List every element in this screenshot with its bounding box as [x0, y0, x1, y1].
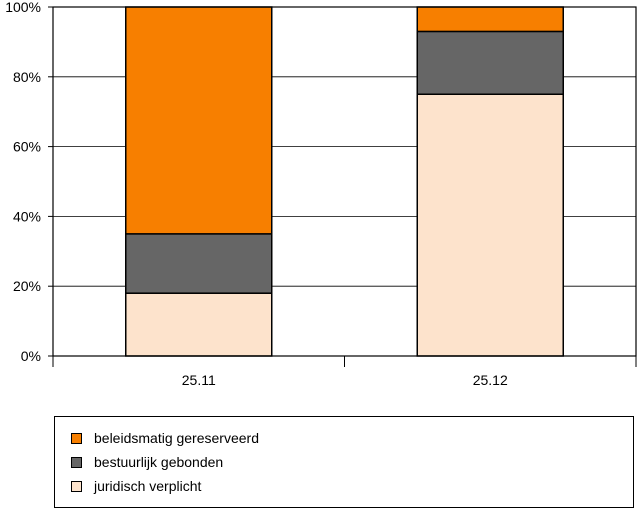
bar-segment: [125, 292, 273, 357]
bar-segment: [416, 93, 564, 357]
y-tick-label: 0%: [21, 348, 41, 364]
stacked-bar-chart: 0% 20% 40% 60% 80% 100% 25.11 25.12: [5, 0, 637, 388]
legend-item-beleidsmatig-gereserveerd: beleidsmatig gereserveerd: [71, 429, 259, 447]
y-tick-label: 40%: [13, 208, 41, 224]
legend-swatch-beleidsmatig-gereserveerd: [71, 432, 82, 444]
bar-segment: [416, 30, 564, 95]
legend-label-beleidsmatig-gereserveerd: beleidsmatig gereserveerd: [94, 430, 259, 446]
y-tick-label: 60%: [13, 139, 41, 155]
legend: beleidsmatig gereserveerd bestuurlijk ge…: [54, 416, 634, 508]
legend-label-bestuurlijk-gebonden: bestuurlijk gebonden: [94, 454, 224, 470]
y-tick-label: 100%: [5, 0, 41, 15]
y-axis-ticks: 0% 20% 40% 60% 80% 100%: [5, 0, 53, 364]
bar-segment: [125, 6, 273, 235]
bars: [125, 6, 564, 357]
x-axis-ticks: 25.11 25.12: [52, 356, 637, 388]
x-tick-label: 25.11: [182, 372, 216, 388]
bar-segment: [416, 6, 564, 33]
y-tick-label: 80%: [13, 69, 41, 85]
legend-label-juridisch-verplicht: juridisch verplicht: [94, 478, 202, 494]
legend-item-juridisch-verplicht: juridisch verplicht: [71, 477, 201, 495]
legend-item-bestuurlijk-gebonden: bestuurlijk gebonden: [71, 453, 223, 471]
x-tick-label: 25.12: [473, 372, 508, 388]
legend-swatch-juridisch-verplicht: [71, 480, 82, 492]
legend-swatch-bestuurlijk-gebonden: [71, 456, 82, 468]
y-tick-label: 20%: [13, 278, 41, 294]
bar-segment: [125, 233, 273, 294]
